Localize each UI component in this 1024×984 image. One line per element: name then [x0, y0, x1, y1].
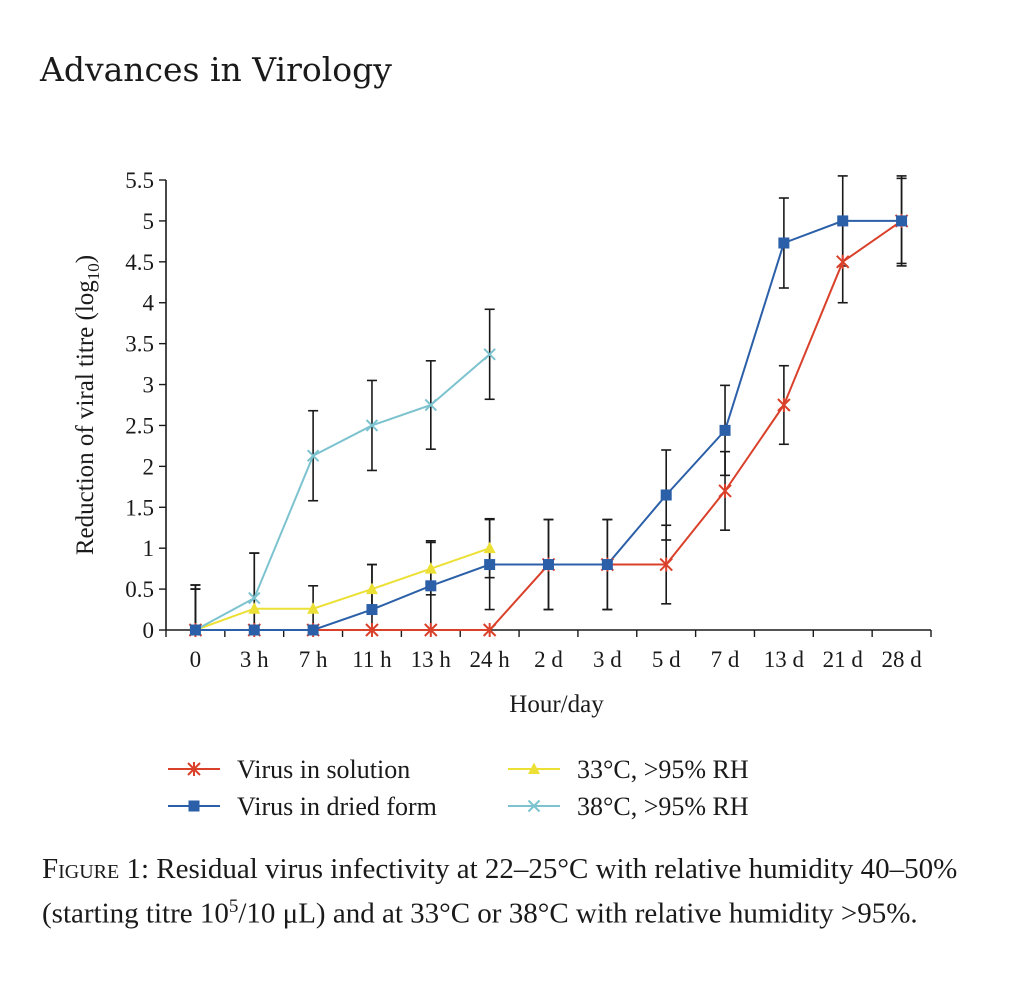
x-tick-label: 5 d — [652, 647, 681, 672]
x-tick-label: 28 d — [881, 647, 922, 672]
y-axis-title-close: ) — [72, 255, 99, 263]
x-tick-label: 13 d — [764, 647, 805, 672]
y-axis-title-main: Reduction of viral titre (log — [72, 280, 99, 555]
series-line-38-c-95-rh — [194, 353, 491, 631]
point-virus-in-dried-form — [660, 489, 672, 501]
legend-item-38-c-95-rh: 38°C, >95% RH — [508, 792, 749, 821]
point-virus-in-dried-form — [425, 580, 437, 592]
x-tick-label: 3 d — [593, 647, 622, 672]
y-axis-title: Reduction of viral titre (log10) — [72, 255, 103, 555]
x-tick-label: 0 — [190, 647, 202, 672]
point-virus-in-dried-form — [837, 215, 849, 227]
figure-caption: Figure 1: Residual virus infectivity at … — [42, 850, 972, 933]
error-bar-virus-in-dried-form — [366, 563, 377, 631]
caption-text-before: Residual virus infectivity at 22–25°C wi… — [42, 853, 958, 930]
y-tick-label: 0 — [143, 618, 155, 643]
x-tick-label: 13 h — [411, 647, 452, 672]
y-tick-label: 4.5 — [125, 250, 154, 275]
point-virus-in-dried-form — [778, 237, 790, 249]
series-line-33-c-95-rh — [195, 547, 490, 631]
point-virus-in-dried-form — [248, 624, 260, 636]
legend-item-33-c-95-rh: 33°C, >95% RH — [508, 755, 749, 784]
point-38-c-95-rh — [483, 348, 496, 361]
y-tick-label: 0.5 — [125, 577, 154, 602]
point-virus-in-solution — [659, 557, 673, 572]
point-virus-in-dried-form — [543, 559, 554, 571]
point-33-c-95-rh — [248, 602, 261, 614]
y-tick-label: 1.5 — [125, 495, 154, 520]
point-virus-in-solution — [836, 254, 850, 269]
caption-label: Figure 1: — [42, 853, 150, 885]
x-tick-label: 7 d — [711, 647, 740, 672]
x-tick-label: 24 h — [470, 647, 511, 672]
legend-marker — [188, 800, 200, 812]
point-38-c-95-rh — [248, 591, 261, 605]
point-33-c-95-rh — [307, 602, 320, 614]
point-33-c-95-rh — [365, 582, 378, 595]
y-tick-label: 1 — [143, 536, 155, 561]
legend-item-virus-in-solution: Virus in solution — [168, 755, 410, 784]
y-tick-label: 2 — [143, 454, 155, 479]
x-axis-title: Hour/day — [509, 691, 604, 718]
point-virus-in-dried-form — [601, 559, 613, 571]
point-virus-in-dried-form — [484, 559, 496, 571]
x-tick-label: 11 h — [352, 647, 392, 672]
y-axis-title-subscript: 10 — [84, 263, 103, 280]
point-virus-in-dried-form — [189, 624, 201, 636]
point-38-c-95-rh — [424, 398, 438, 412]
point-virus-in-solution — [424, 623, 438, 637]
y-tick-label: 2.5 — [125, 413, 154, 438]
y-tick-label: 4 — [143, 291, 155, 316]
point-virus-in-solution — [718, 483, 732, 498]
point-virus-in-dried-form — [366, 604, 378, 616]
point-33-c-95-rh — [483, 541, 496, 554]
point-virus-in-solution — [482, 623, 497, 637]
y-tick-label: 3.5 — [125, 332, 154, 357]
legend-label: 38°C, >95% RH — [577, 792, 749, 821]
point-33-c-95-rh — [424, 562, 437, 574]
legend-item-virus-in-dried-form: Virus in dried form — [168, 792, 437, 821]
caption-text-after: /10 μL) and at 33°C or 38°C with relativ… — [238, 897, 918, 930]
point-virus-in-solution — [365, 623, 379, 637]
point-virus-in-dried-form — [896, 215, 908, 227]
point-virus-in-dried-form — [307, 624, 319, 636]
legend-marker — [187, 762, 201, 776]
x-tick-label: 2 d — [534, 647, 563, 672]
x-tick-label: 7 h — [299, 647, 328, 672]
x-tick-label: 3 h — [240, 647, 269, 672]
journal-title: Advances in Virology — [40, 50, 392, 89]
y-tick-label: 5 — [143, 209, 155, 234]
legend-marker — [528, 762, 540, 774]
legend-label: 33°C, >95% RH — [577, 755, 749, 784]
legend-marker — [527, 799, 541, 813]
y-tick-label: 3 — [143, 373, 155, 398]
point-38-c-95-rh — [365, 419, 379, 432]
caption-superscript: 5 — [228, 896, 239, 917]
point-38-c-95-rh — [306, 449, 320, 462]
legend-label: Virus in solution — [237, 755, 410, 784]
y-tick-label: 5.5 — [125, 168, 154, 193]
point-virus-in-solution — [777, 398, 791, 412]
x-tick-label: 21 d — [823, 647, 864, 672]
point-virus-in-dried-form — [719, 424, 731, 436]
legend-label: Virus in dried form — [237, 792, 437, 821]
